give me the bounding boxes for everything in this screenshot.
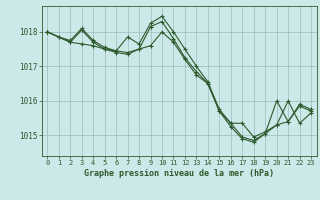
X-axis label: Graphe pression niveau de la mer (hPa): Graphe pression niveau de la mer (hPa) <box>84 169 274 178</box>
